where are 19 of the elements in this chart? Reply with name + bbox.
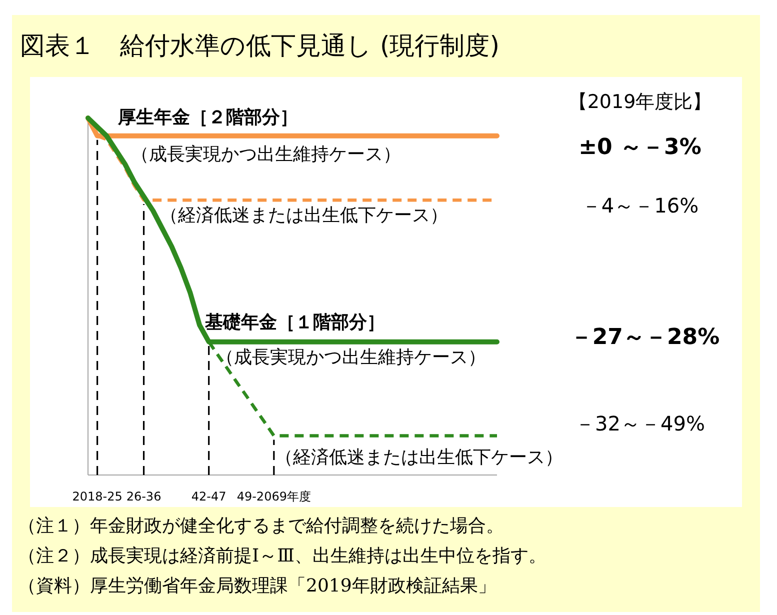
annotation: （経済低迷または出生低下ケース）: [275, 446, 563, 468]
annotation: 基礎年金［１階部分］: [204, 312, 385, 333]
annotation: 厚生年金［２階部分］: [117, 106, 298, 128]
x-tick-label: 26-36: [126, 489, 162, 504]
x-tick-label: 42-47: [191, 489, 226, 504]
text: －4～－16%: [581, 193, 699, 218]
text: －32～－49%: [575, 411, 705, 436]
annotation: （成長実現かつ出生維持ケース）: [131, 144, 401, 165]
x-tick-label: 49-2069年度: [236, 489, 311, 504]
text: 【2019年度比】: [568, 91, 712, 114]
text: ±0 ～－3%: [578, 135, 702, 160]
annotation: （経済低迷または出生低下ケース）: [160, 204, 448, 226]
text: －27～－28%: [570, 325, 720, 350]
text: （資料）厚生労働省年金局数理課「2019年財政検証結果」: [18, 576, 496, 597]
annotation: （成長実現かつ出生維持ケース）: [216, 346, 486, 368]
text: （注１）年金財政が健全化するまで給付調整を続けた場合。: [18, 516, 504, 537]
chart-title: 図表１ 給付水準の低下見通し (現行制度): [20, 30, 500, 60]
x-tick-label: 2018-25: [72, 489, 122, 504]
text: （注２）成長実現は経済前提Ⅰ～Ⅲ、出生維持は出生中位を指す。: [18, 546, 546, 567]
